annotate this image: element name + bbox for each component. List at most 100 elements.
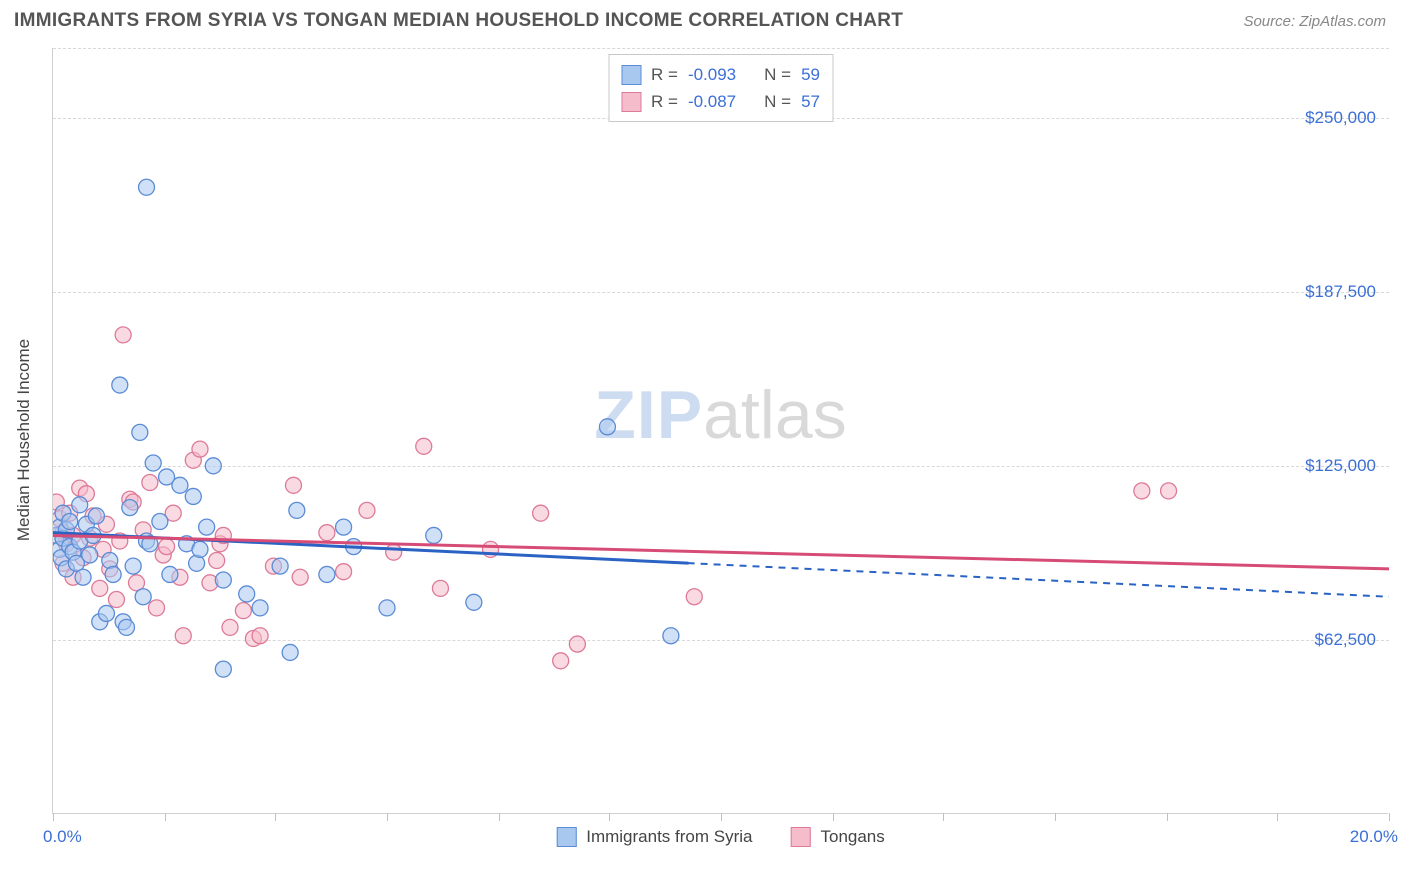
trend-line-dashed [688,563,1389,597]
scatter-point [112,377,128,393]
legend-label-tongans: Tongans [820,827,884,847]
scatter-point [199,519,215,535]
scatter-point [142,475,158,491]
scatter-point [432,580,448,596]
scatter-point [105,566,121,582]
scatter-point [252,628,268,644]
x-tick [1055,813,1056,821]
legend-r-label: R = [651,88,678,115]
scatter-point [426,527,442,543]
scatter-point [319,525,335,541]
x-tick [609,813,610,821]
scatter-point [75,569,91,585]
legend-r-label: R = [651,61,678,88]
scatter-point [569,636,585,652]
x-tick [1389,813,1390,821]
scatter-point [282,644,298,660]
scatter-point [92,580,108,596]
scatter-point [336,519,352,535]
scatter-point [1161,483,1177,499]
scatter-point [379,600,395,616]
y-axis-label: Median Household Income [14,339,34,541]
scatter-point [149,600,165,616]
x-tick [387,813,388,821]
scatter-point [386,544,402,560]
scatter-point [686,589,702,605]
scatter-point [292,569,308,585]
scatter-point [235,603,251,619]
source-attribution: Source: ZipAtlas.com [1243,13,1386,30]
x-tick [721,813,722,821]
scatter-point [1134,483,1150,499]
scatter-point [192,541,208,557]
chart-title: IMMIGRANTS FROM SYRIA VS TONGAN MEDIAN H… [14,10,903,32]
legend-n-value-1: 59 [801,61,820,88]
chart-plot-area: ZIPatlas $62,500$125,000$187,500$250,000… [52,48,1388,814]
scatter-point [205,458,221,474]
scatter-point [215,572,231,588]
trend-line-solid [53,535,1389,568]
scatter-point [222,619,238,635]
x-tick [499,813,500,821]
x-axis-end-label: 20.0% [1350,827,1398,847]
legend-swatch-syria [621,65,641,85]
scatter-point [252,600,268,616]
scatter-point [132,424,148,440]
scatter-point [88,508,104,524]
scatter-point [215,661,231,677]
legend-n-label: N = [764,88,791,115]
scatter-point [319,566,335,582]
scatter-point [72,497,88,513]
scatter-point [359,502,375,518]
scatter-point [466,594,482,610]
scatter-point [285,477,301,493]
correlation-legend: R = -0.093 N = 59 R = -0.087 N = 57 [608,54,833,122]
legend-label-syria: Immigrants from Syria [586,827,752,847]
series-legend: Immigrants from Syria Tongans [556,827,885,847]
scatter-point [125,558,141,574]
legend-n-label: N = [764,61,791,88]
scatter-point [663,628,679,644]
scatter-point [139,179,155,195]
scatter-point [152,514,168,530]
x-tick [53,813,54,821]
scatter-point [115,327,131,343]
x-tick [165,813,166,821]
scatter-point [289,502,305,518]
legend-r-value-2: -0.087 [688,88,736,115]
scatter-point [553,653,569,669]
x-tick [1167,813,1168,821]
x-tick [275,813,276,821]
scatter-point [185,488,201,504]
legend-swatch-tongans [790,827,810,847]
scatter-point [145,455,161,471]
x-tick [943,813,944,821]
scatter-point [272,558,288,574]
scatter-point [135,589,151,605]
scatter-point [62,514,78,530]
scatter-point [192,441,208,457]
scatter-point [599,419,615,435]
scatter-point [336,564,352,580]
x-axis-start-label: 0.0% [43,827,82,847]
scatter-point [118,619,134,635]
scatter-point [98,605,114,621]
scatter-point [533,505,549,521]
scatter-point [162,566,178,582]
correlation-legend-row-2: R = -0.087 N = 57 [621,88,820,115]
scatter-point [122,500,138,516]
scatter-point [108,592,124,608]
scatter-point [239,586,255,602]
x-tick [1277,813,1278,821]
scatter-point [416,438,432,454]
legend-swatch-syria [556,827,576,847]
scatter-point [159,539,175,555]
scatter-point [172,477,188,493]
scatter-point [175,628,191,644]
correlation-legend-row-1: R = -0.093 N = 59 [621,61,820,88]
legend-swatch-tongans [621,92,641,112]
legend-n-value-2: 57 [801,88,820,115]
x-tick [833,813,834,821]
scatter-point [82,547,98,563]
scatter-plot-svg [53,48,1389,814]
